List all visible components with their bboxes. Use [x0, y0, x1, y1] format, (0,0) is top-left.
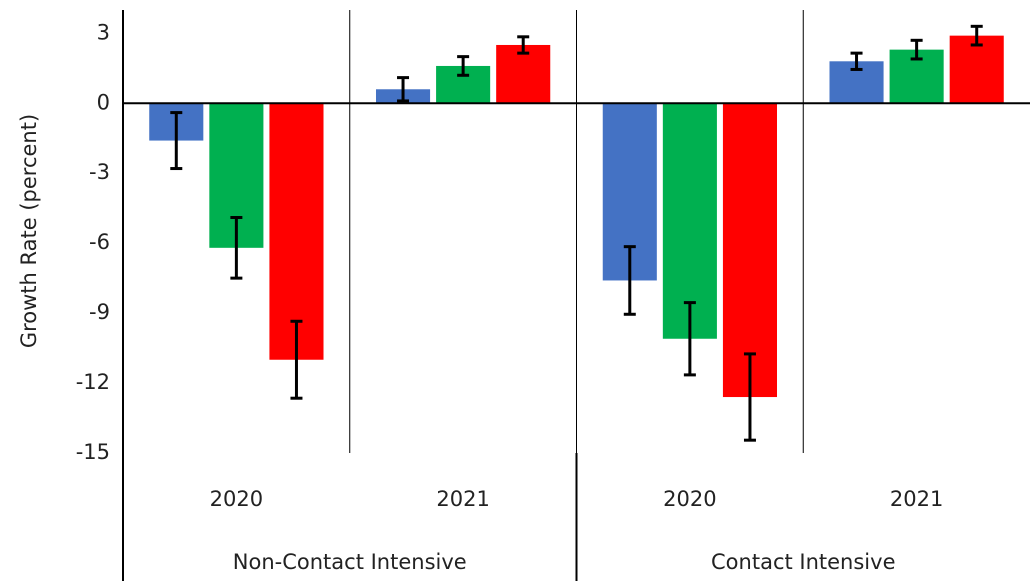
- error-bar: [397, 76, 410, 103]
- y-tick-label: -3: [89, 160, 110, 184]
- bar: [722, 103, 778, 398]
- error-bar: [457, 55, 470, 77]
- error-bar: [230, 216, 243, 280]
- y-tick-label: 0: [97, 90, 110, 114]
- error-bar: [970, 24, 983, 47]
- bar: [949, 35, 1004, 104]
- y-axis-title: Growth Rate (percent): [17, 114, 41, 348]
- x-tick-label: 2020: [663, 487, 716, 511]
- x-tick-label: 2020: [210, 487, 263, 511]
- error-bar: [290, 319, 303, 400]
- error-bar: [683, 301, 696, 377]
- bar: [269, 103, 324, 360]
- group-label: Contact Intensive: [711, 550, 895, 574]
- y-tick-label: -15: [76, 440, 110, 464]
- y-tick-label: -6: [89, 230, 110, 254]
- bar: [496, 44, 551, 104]
- error-bar: [850, 51, 863, 71]
- error-bar: [623, 245, 636, 316]
- error-bar: [170, 111, 183, 171]
- error-bar: [517, 35, 530, 55]
- y-tick-label: -9: [89, 300, 110, 324]
- group-label: Non-Contact Intensive: [233, 550, 467, 574]
- error-bar: [743, 352, 756, 442]
- error-bar: [910, 38, 923, 61]
- x-tick-label: 2021: [436, 487, 489, 511]
- x-tick-label: 2021: [890, 487, 943, 511]
- bar: [662, 103, 717, 339]
- y-tick-label: 3: [97, 20, 110, 44]
- y-tick-label: -12: [76, 370, 110, 394]
